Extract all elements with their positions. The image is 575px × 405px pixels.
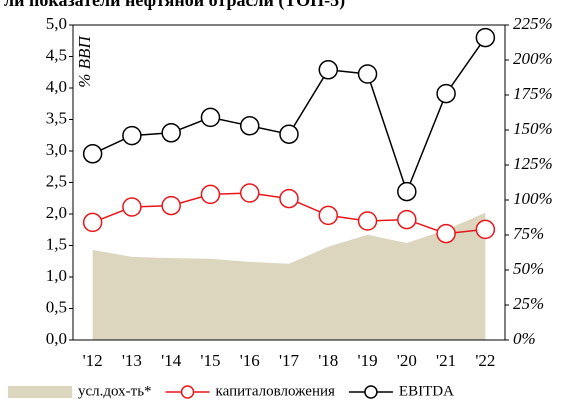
marker [397, 181, 417, 202]
marker [200, 184, 221, 205]
marker [200, 107, 221, 128]
y-tick-label: 1,5 [46, 234, 67, 253]
y2-tick-label: 75% [513, 224, 544, 243]
x-tick-label: '16 [240, 351, 260, 370]
line [92, 37, 486, 194]
x-tick-label: '15 [200, 351, 220, 370]
y-tick-label: 4,0 [46, 77, 67, 96]
legend-label: EBITDA [399, 383, 454, 399]
x-tick-label: '17 [279, 351, 300, 370]
marker [475, 27, 496, 48]
marker [122, 125, 142, 146]
marker [436, 223, 456, 244]
y-tick-label: 0,5 [46, 297, 67, 316]
marker [318, 205, 339, 226]
plot-frame [72, 24, 506, 341]
marker [397, 209, 417, 230]
y2-tick-label: 100% [513, 189, 553, 208]
x-tick-label: '21 [436, 351, 456, 370]
x-tick-label: '14 [161, 351, 182, 370]
y-tick-label: 2,0 [46, 203, 67, 222]
marker [279, 188, 299, 209]
y2-tick-label: 175% [513, 84, 553, 103]
y-tick-label: 2,5 [46, 171, 67, 190]
y-tick-label: 5,0 [46, 14, 67, 33]
x-tick-label: '19 [358, 351, 378, 370]
marker [357, 64, 378, 84]
y-tick-label: 4,5 [46, 45, 67, 64]
x-tick-label: '22 [475, 351, 495, 370]
marker [239, 116, 260, 136]
marker [318, 60, 339, 80]
x-tick-label: '12 [83, 351, 103, 370]
y-tick-label: 0,0 [46, 329, 67, 348]
marker [475, 219, 496, 240]
y2-tick-label: 225% [513, 14, 553, 33]
marker [279, 124, 299, 144]
x-tick-label: '18 [318, 351, 338, 370]
y2-tick-label: 0% [513, 329, 536, 348]
marker [82, 144, 103, 164]
y2-tick-label: 200% [513, 49, 553, 68]
legend-swatch [8, 386, 72, 398]
x-tick-label: '20 [397, 351, 417, 370]
y2-tick-label: 25% [513, 294, 544, 313]
y-tick-label: 3,5 [46, 108, 67, 127]
legend-label: капиталовложения [216, 383, 335, 399]
legend-marker [180, 385, 195, 399]
y-tick-label: 3,0 [46, 140, 67, 159]
marker [161, 123, 181, 143]
legend-marker [364, 385, 378, 399]
marker [357, 211, 378, 231]
x-tick-label: '13 [122, 351, 142, 370]
y2-tick-label: 150% [513, 119, 553, 138]
marker [82, 212, 103, 233]
chart-title: ли показатели нефтяной отрасли (ТОП-5) [4, 0, 345, 11]
marker [239, 183, 260, 203]
area [92, 212, 486, 340]
y2-tick-label: 50% [513, 259, 544, 278]
y-tick-label: 1,0 [46, 266, 67, 285]
legend-label: усл.дох-ть* [78, 383, 152, 399]
y-axis-label: % ВВП [75, 35, 94, 88]
marker [122, 197, 142, 217]
marker [436, 83, 456, 104]
y2-tick-label: 125% [513, 154, 553, 173]
marker [161, 195, 181, 216]
